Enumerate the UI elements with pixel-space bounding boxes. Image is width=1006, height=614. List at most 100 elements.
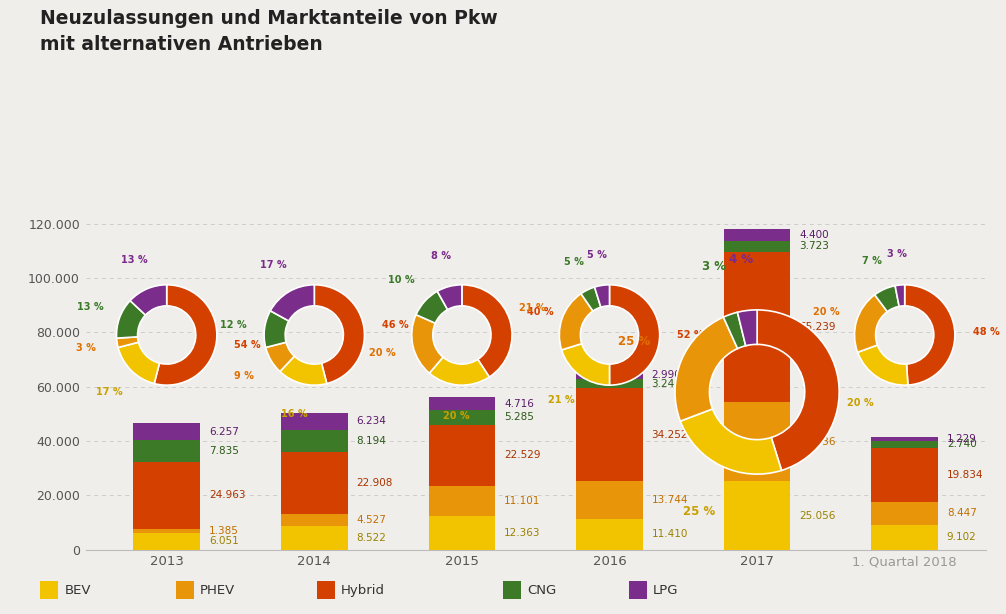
Bar	[576, 388, 643, 481]
Wedge shape	[265, 311, 289, 348]
Text: 34.252: 34.252	[652, 430, 688, 440]
Text: 1.229: 1.229	[947, 434, 977, 444]
Text: 1.385: 1.385	[209, 526, 238, 536]
Text: 5 %: 5 %	[564, 257, 583, 267]
Wedge shape	[895, 285, 904, 306]
Text: 17 %: 17 %	[260, 260, 287, 270]
Text: 9.102: 9.102	[947, 532, 977, 542]
Text: 20 %: 20 %	[369, 348, 396, 358]
Bar	[871, 437, 938, 441]
Wedge shape	[416, 291, 448, 323]
Wedge shape	[130, 285, 167, 315]
Text: 10 %: 10 %	[388, 275, 415, 286]
Bar	[871, 448, 938, 502]
Text: 22.908: 22.908	[356, 478, 392, 488]
Text: 13 %: 13 %	[76, 303, 104, 313]
Text: 52 %: 52 %	[677, 330, 704, 340]
Bar	[724, 230, 791, 241]
Wedge shape	[610, 285, 660, 385]
Bar	[134, 423, 200, 440]
Text: 5.285: 5.285	[504, 413, 534, 422]
Bar	[134, 533, 200, 550]
Bar	[724, 481, 791, 550]
Text: 3 %: 3 %	[702, 260, 725, 273]
Bar	[134, 462, 200, 529]
Text: 55.239: 55.239	[799, 322, 836, 332]
Text: 3.240: 3.240	[652, 379, 681, 389]
Bar	[134, 440, 200, 462]
Text: 4.527: 4.527	[356, 515, 386, 525]
Bar	[281, 526, 347, 550]
Text: 6.257: 6.257	[209, 427, 238, 437]
Wedge shape	[438, 285, 462, 309]
Text: 12 %: 12 %	[220, 320, 246, 330]
Text: 13.744: 13.744	[652, 495, 688, 505]
Text: 13 %: 13 %	[121, 255, 148, 265]
Wedge shape	[154, 285, 217, 385]
Text: 24.963: 24.963	[209, 491, 245, 500]
Text: Hybrid: Hybrid	[341, 583, 385, 597]
Text: 47 %: 47 %	[872, 365, 904, 378]
Text: 20 %: 20 %	[444, 411, 470, 421]
Wedge shape	[904, 285, 955, 385]
Bar	[429, 486, 495, 516]
Wedge shape	[874, 286, 899, 312]
Text: 3 %: 3 %	[887, 249, 906, 259]
Bar	[429, 425, 495, 486]
Text: 29.436: 29.436	[799, 437, 836, 446]
Text: 21 %: 21 %	[548, 395, 574, 405]
Wedge shape	[411, 314, 443, 373]
Text: 11.101: 11.101	[504, 496, 540, 506]
Bar	[871, 441, 938, 448]
Wedge shape	[581, 287, 601, 311]
Bar	[281, 452, 347, 514]
Text: 19.834: 19.834	[947, 470, 983, 480]
Text: 25.056: 25.056	[799, 510, 836, 521]
Wedge shape	[675, 317, 737, 421]
Text: BEV: BEV	[64, 583, 91, 597]
Text: 12.363: 12.363	[504, 528, 540, 538]
Wedge shape	[758, 310, 839, 470]
Text: CNG: CNG	[527, 583, 556, 597]
Text: 17 %: 17 %	[96, 387, 123, 397]
Bar	[724, 241, 791, 252]
Bar	[281, 514, 347, 526]
Text: 6.051: 6.051	[209, 536, 238, 546]
Text: 22.529: 22.529	[504, 450, 540, 460]
Wedge shape	[854, 295, 887, 352]
Bar	[724, 252, 791, 402]
Bar	[429, 410, 495, 425]
Text: 25 %: 25 %	[683, 505, 715, 518]
Text: 4.400: 4.400	[799, 230, 829, 241]
Bar	[281, 413, 347, 430]
Wedge shape	[280, 356, 327, 385]
Text: 7.835: 7.835	[209, 446, 238, 456]
Bar	[429, 516, 495, 550]
Wedge shape	[595, 285, 610, 307]
Text: 9 %: 9 %	[234, 371, 255, 381]
Text: 20 %: 20 %	[814, 307, 840, 317]
Bar	[576, 371, 643, 379]
Text: 25 %: 25 %	[618, 335, 650, 348]
Text: 2.990: 2.990	[652, 370, 681, 380]
Wedge shape	[559, 293, 593, 350]
Text: 54 %: 54 %	[234, 340, 261, 350]
Wedge shape	[737, 310, 758, 346]
Text: 11.410: 11.410	[652, 529, 688, 539]
Bar	[576, 481, 643, 519]
Text: 2.740: 2.740	[947, 439, 977, 449]
Wedge shape	[117, 301, 146, 338]
Text: 7 %: 7 %	[862, 255, 881, 266]
Text: Neuzulassungen und Marktanteile von Pkw
mit alternativen Antrieben: Neuzulassungen und Marktanteile von Pkw …	[40, 9, 498, 54]
Bar	[576, 519, 643, 550]
Wedge shape	[117, 337, 139, 348]
Text: 4.716: 4.716	[504, 399, 534, 409]
Text: 3.723: 3.723	[799, 241, 829, 252]
Text: 5 %: 5 %	[588, 250, 608, 260]
Bar	[724, 402, 791, 481]
Bar	[281, 430, 347, 452]
Bar	[576, 379, 643, 388]
Text: 3 %: 3 %	[76, 343, 97, 352]
Wedge shape	[561, 344, 610, 385]
Wedge shape	[857, 345, 907, 385]
